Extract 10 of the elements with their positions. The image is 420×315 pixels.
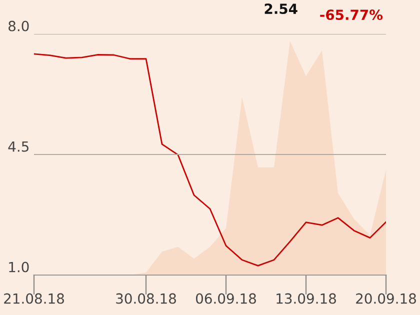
y-tick-label: 4.5 bbox=[8, 141, 28, 152]
x-tick-label: 13.09.18 bbox=[276, 293, 336, 304]
x-tick-label: 30.08.18 bbox=[116, 293, 176, 304]
x-tick-label: 20.09.18 bbox=[356, 293, 416, 304]
x-tick-label: 06.09.18 bbox=[196, 293, 256, 304]
y-tick-label: 1.0 bbox=[9, 262, 29, 272]
text: 2.54 bbox=[264, 4, 298, 14]
text: -65.77% bbox=[320, 10, 383, 20]
y-tick-label: 8.0 bbox=[8, 20, 29, 32]
x-tick-label: 21.08.18 bbox=[4, 293, 64, 304]
